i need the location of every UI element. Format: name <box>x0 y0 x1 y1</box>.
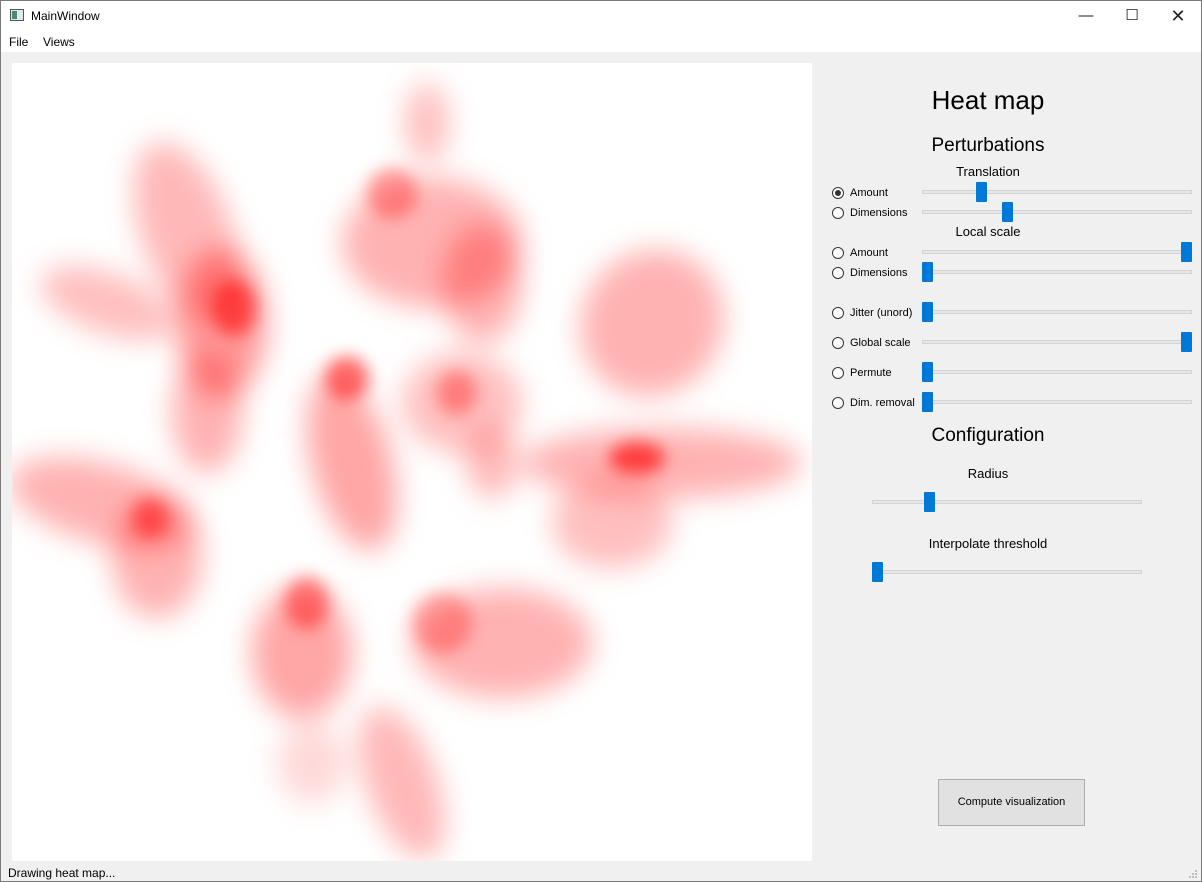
radio-label: Amount <box>850 187 888 199</box>
heat-map-image <box>12 83 802 860</box>
slider-handle[interactable] <box>922 302 933 322</box>
interpolate-threshold-label: Interpolate threshold <box>928 536 1048 551</box>
status-text: Drawing heat map... <box>8 866 116 880</box>
radio-label: Amount <box>850 247 888 259</box>
perturbations-heading: Perturbations <box>931 135 1045 156</box>
slider-track <box>922 340 1192 344</box>
slider-handle[interactable] <box>976 182 987 202</box>
slider-track <box>922 250 1192 254</box>
window-title: MainWindow <box>31 9 100 23</box>
slider-handle[interactable] <box>922 392 933 412</box>
slider-permute[interactable] <box>922 362 1192 382</box>
heat-map-canvas[interactable] <box>12 63 812 861</box>
radio-button[interactable] <box>832 247 844 259</box>
maximize-icon[interactable]: ☐ <box>1125 7 1139 24</box>
local-scale-heading: Local scale <box>955 224 1021 239</box>
slider-track <box>872 500 1142 504</box>
menu-views[interactable]: Views <box>43 35 75 49</box>
menu-file[interactable]: File <box>9 35 29 49</box>
close-icon[interactable]: ✕ <box>1170 6 1186 26</box>
slider-interpolate-threshold[interactable] <box>872 562 1142 582</box>
radio-label: Jitter (unord) <box>850 307 913 319</box>
radio-button[interactable] <box>832 337 844 349</box>
radio-label: Dimensions <box>850 207 908 219</box>
slider-global-scale[interactable] <box>922 332 1192 352</box>
radio-button[interactable] <box>832 187 844 199</box>
slider-track <box>872 570 1142 574</box>
slider-dim-removal[interactable] <box>922 392 1192 412</box>
slider-jitter[interactable] <box>922 302 1192 322</box>
app-icon <box>10 9 24 21</box>
slider-handle[interactable] <box>1181 242 1192 262</box>
slider-handle[interactable] <box>872 562 883 582</box>
slider-track <box>922 270 1192 274</box>
slider-handle[interactable] <box>1002 202 1013 222</box>
slider-handle[interactable] <box>924 492 935 512</box>
radio-button[interactable] <box>832 367 844 379</box>
radio-label: Global scale <box>850 337 911 349</box>
minimize-icon[interactable]: — <box>1078 7 1094 24</box>
slider-radius[interactable] <box>872 492 1142 512</box>
radius-label: Radius <box>967 466 1009 481</box>
radio-label: Dimensions <box>850 267 908 279</box>
radio-button[interactable] <box>832 397 844 409</box>
slider-local-scale-dimensions[interactable] <box>922 262 1192 282</box>
status-bar: Drawing heat map... <box>1 862 1201 881</box>
slider-track <box>922 370 1192 374</box>
title-bar: MainWindow — ☐ ✕ <box>1 1 1201 31</box>
slider-local-scale-amount[interactable] <box>922 242 1192 262</box>
slider-track <box>922 400 1192 404</box>
slider-handle[interactable] <box>922 262 933 282</box>
resize-grip-icon[interactable] <box>1188 869 1198 879</box>
radio-button[interactable] <box>832 267 844 279</box>
radio-label: Permute <box>850 367 892 379</box>
slider-handle[interactable] <box>922 362 933 382</box>
configuration-heading: Configuration <box>931 425 1045 446</box>
slider-track <box>922 190 1192 194</box>
slider-track <box>922 210 1192 214</box>
translation-heading: Translation <box>956 164 1020 179</box>
panel-title: Heat map <box>931 85 1045 115</box>
radio-button[interactable] <box>832 207 844 219</box>
slider-track <box>922 310 1192 314</box>
slider-translation-amount[interactable] <box>922 182 1192 202</box>
radio-label: Dim. removal <box>850 397 915 409</box>
menu-bar: File Views <box>1 31 1201 52</box>
radio-button[interactable] <box>832 307 844 319</box>
slider-translation-dimensions[interactable] <box>922 202 1192 222</box>
compute-visualization-button[interactable]: Compute visualization <box>938 779 1085 826</box>
slider-handle[interactable] <box>1181 332 1192 352</box>
